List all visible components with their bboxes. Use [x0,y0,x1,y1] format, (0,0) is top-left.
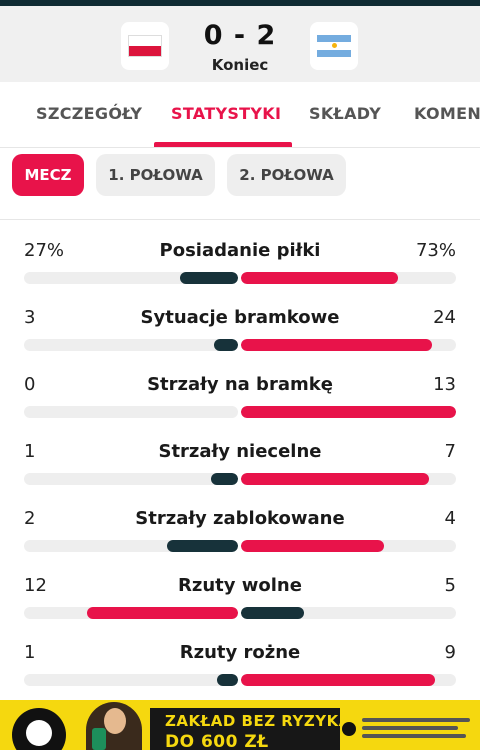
stat-away-bar-track [241,406,456,418]
stat-home-bar [180,272,238,284]
ad-amount: DO 600 ZŁ [165,732,269,750]
stat-away-value: 4 [444,508,456,529]
ad-fineprint [362,718,470,722]
stat-away-value: 9 [444,642,456,663]
match-tabs: SZCZEGÓŁY STATYSTYKI SKŁADY KOMENTARZ [0,82,480,148]
stat-row-possession: 27% Posiadanie piłki 73% [0,240,480,300]
stat-row-corners: 1 Rzuty rożne 9 [0,642,480,702]
poland-flag-icon [128,35,162,57]
period-second-half-button[interactable]: 2. POŁOWA [227,154,346,196]
stat-home-bar-track [24,540,238,552]
stat-away-value: 13 [433,374,456,395]
stat-away-bar-track [241,607,456,619]
top-edge-bar [0,0,480,6]
stat-away-bar [241,674,435,686]
stat-away-bar [241,473,430,485]
stat-home-bar-track [24,406,238,418]
ad-fineprint [362,726,458,730]
stat-row-free-kicks: 12 Rzuty wolne 5 [0,575,480,635]
stat-away-bar [241,607,305,619]
period-match-button[interactable]: MECZ [12,154,84,196]
ad-fineprint [362,734,466,738]
stat-row-blocked-shots: 2 Strzały zablokowane 4 [0,508,480,568]
stat-home-value: 3 [24,307,36,328]
stat-away-bar-track [241,540,456,552]
stat-away-bar-track [241,473,456,485]
ad-logo-inner [26,720,52,746]
stat-home-bar-track [24,674,238,686]
tab-details[interactable]: SZCZEGÓŁY [36,104,143,123]
stat-away-bar-track [241,674,456,686]
stat-home-value: 1 [24,441,36,462]
stat-away-bar [241,272,398,284]
match-header: 0 - 2 Koniec [0,6,480,82]
match-score: 0 - 2 [203,20,277,51]
stat-away-bar-track [241,272,456,284]
period-selector: MECZ 1. POŁOWA 2. POŁOWA [0,148,480,220]
stat-row-shots-off-target: 1 Strzały niecelne 7 [0,441,480,501]
tab-commentary[interactable]: KOMENTARZ [414,104,480,123]
ad-age-badge-icon [342,722,356,736]
ad-person-face [104,708,126,734]
tab-statistics[interactable]: STATYSTYKI [171,104,282,123]
stat-row-chances: 3 Sytuacje bramkowe 24 [0,307,480,367]
stat-away-bar-track [241,339,456,351]
stat-label: Sytuacje bramkowe [140,307,340,328]
ad-headline: ZAKŁAD BEZ RYZYKA [165,712,351,730]
stat-away-bar [241,339,433,351]
stat-label: Strzały zablokowane [135,508,345,529]
stat-label: Posiadanie piłki [159,240,321,261]
match-status: Koniec [211,56,269,74]
stat-home-bar [214,339,238,351]
ad-phone-icon [92,728,106,750]
stat-home-bar [211,473,238,485]
stat-away-bar [241,406,456,418]
stat-home-value: 27% [24,240,65,261]
stat-label: Strzały na bramkę [147,374,333,395]
stat-label: Strzały niecelne [158,441,322,462]
period-first-half-button[interactable]: 1. POŁOWA [96,154,215,196]
ad-text-panel [150,708,340,750]
stat-home-bar [86,607,238,619]
stat-home-value: 1 [24,642,36,663]
stat-away-bar [241,540,385,552]
active-tab-indicator [154,142,292,147]
stat-home-bar [216,674,238,686]
stat-away-value: 7 [444,441,456,462]
stat-home-value: 12 [24,575,47,596]
stat-label: Rzuty rożne [179,642,301,663]
tab-lineups[interactable]: SKŁADY [309,104,382,123]
stat-row-shots-on-target: 0 Strzały na bramkę 13 [0,374,480,434]
home-team-flag[interactable] [121,22,169,70]
stat-home-bar [166,540,238,552]
stat-home-bar-track [24,339,238,351]
stat-label: Rzuty wolne [178,575,302,596]
stat-away-value: 5 [444,575,456,596]
stat-home-bar-track [24,473,238,485]
betting-ad-banner[interactable]: ZAKŁAD BEZ RYZYKA DO 600 ZŁ [0,700,480,750]
stat-away-value: 24 [433,307,456,328]
stat-home-bar-track [24,272,238,284]
away-team-flag[interactable] [310,22,358,70]
stat-home-bar-track [24,607,238,619]
argentina-flag-icon [317,35,351,57]
stat-home-value: 2 [24,508,36,529]
stat-away-value: 73% [415,240,456,261]
stat-home-value: 0 [24,374,36,395]
